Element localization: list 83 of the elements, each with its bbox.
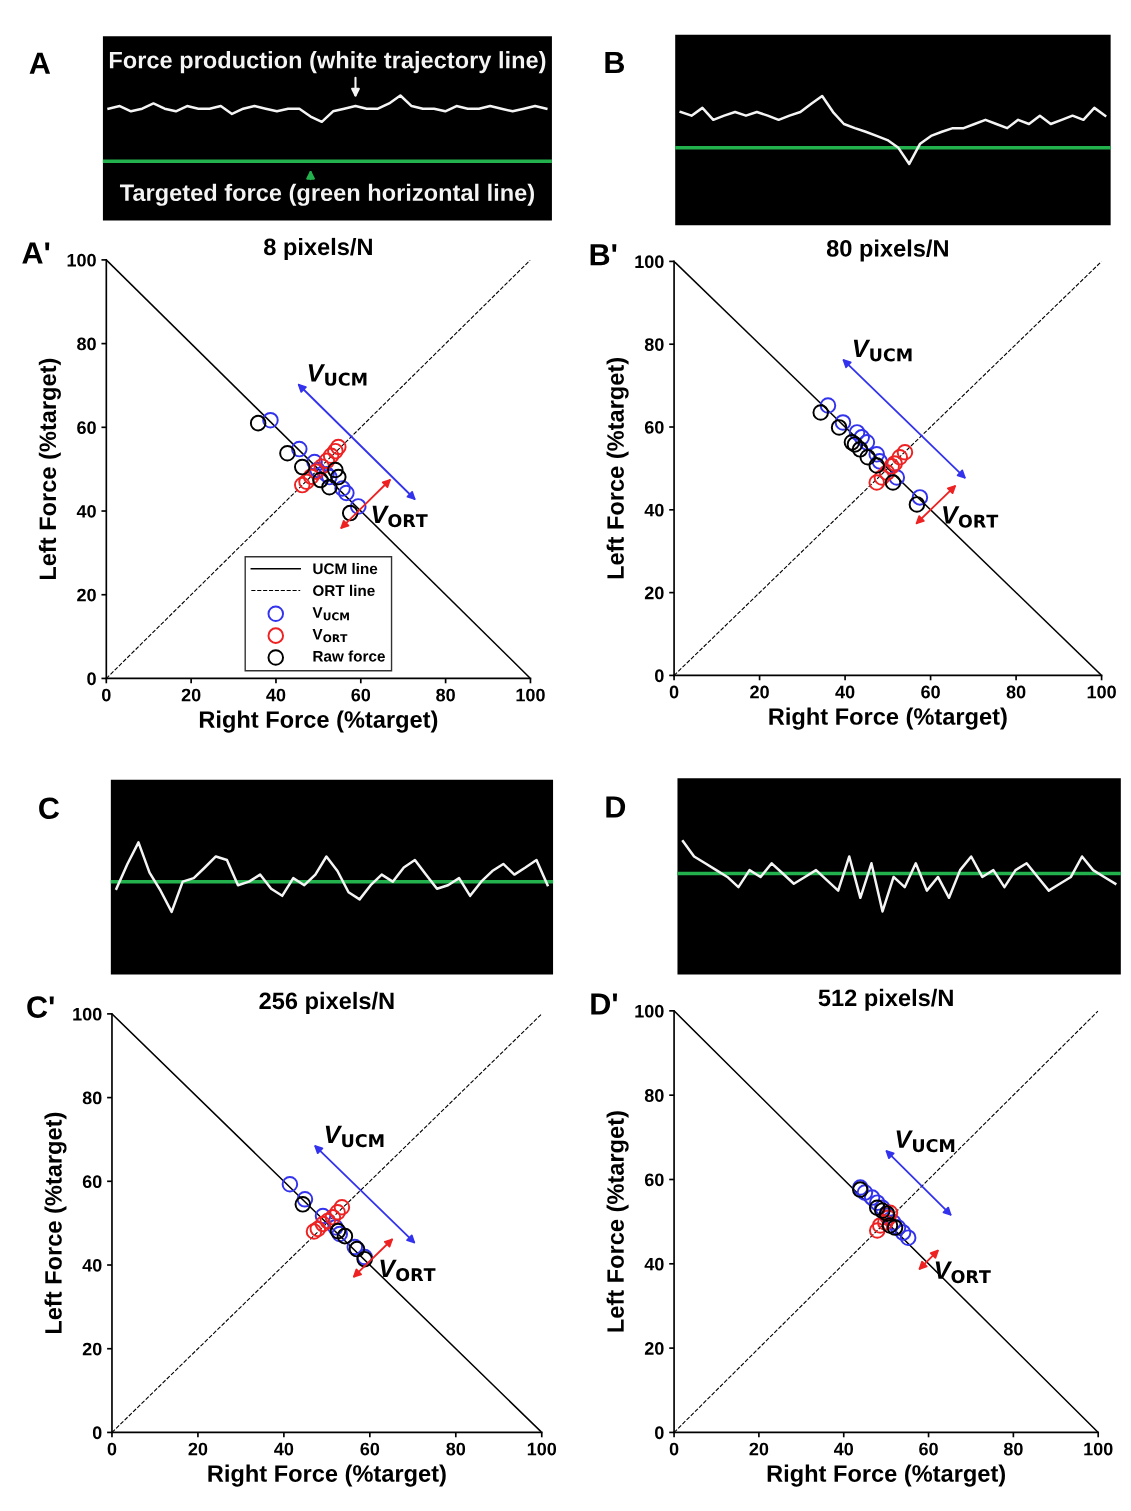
y-tick-label: 40 — [82, 1258, 102, 1272]
x-tick-label: 80 — [446, 1442, 466, 1456]
y-tick-label: 100 — [73, 1007, 102, 1021]
x-tick-label: 80 — [1006, 685, 1026, 699]
y-tick-label: 60 — [82, 1175, 102, 1189]
chart-title: 256 pixels/N — [259, 991, 394, 1014]
legend-label: ORT line — [313, 584, 375, 597]
text: Force production (white trajectory line) — [109, 51, 546, 74]
y-tick-label: 0 — [92, 1426, 102, 1440]
annotation: V$_{ORT}$ — [943, 506, 999, 528]
y-axis-title: Left Force (%target) — [606, 358, 629, 579]
y-tick-label: 0 — [87, 672, 96, 686]
y-tick-label: 80 — [644, 1089, 664, 1102]
x-tick-label: 100 — [1084, 1442, 1113, 1456]
chart-title: C — [39, 797, 60, 820]
chart-title: 8 pixels/N — [264, 237, 372, 260]
x-tick-label: 80 — [436, 688, 455, 702]
x-tick-label: 20 — [750, 685, 769, 699]
legend-label: Raw force — [313, 650, 385, 662]
x-tick-label: 60 — [919, 1442, 938, 1456]
x-tick-label: 20 — [188, 1442, 208, 1456]
annotation: V$_{UCM}$ — [853, 339, 912, 362]
text: B' — [590, 244, 617, 266]
y-tick-label: 60 — [77, 421, 96, 435]
x-tick-label: 20 — [749, 1442, 769, 1456]
annotation: V$_{UCM}$ — [308, 364, 367, 386]
y-tick-label: 100 — [635, 1004, 664, 1018]
y-tick-label: 40 — [644, 503, 664, 517]
x-tick-label: 100 — [516, 688, 545, 702]
x-tick-label: 0 — [107, 1442, 117, 1456]
y-tick-label: 20 — [644, 1342, 664, 1355]
x-tick-label: 100 — [527, 1442, 557, 1456]
chart-title: A — [29, 52, 51, 74]
y-tick-label: 0 — [655, 1426, 664, 1440]
legend-label: UCM line — [313, 562, 378, 575]
x-axis-title: Right Force (%target) — [767, 1464, 1005, 1487]
chart-title: 80 pixels/N — [826, 239, 948, 262]
y-tick-label: 40 — [76, 504, 96, 518]
y-tick-label: 100 — [67, 253, 96, 267]
x-tick-label: 40 — [274, 1442, 294, 1456]
legend-label: V$_{UCM}$ — [312, 607, 349, 621]
x-tick-label: 40 — [833, 1442, 854, 1456]
x-axis-title: Right Force (%target) — [208, 1464, 446, 1487]
y-axis-title: Left Force (%target) — [38, 358, 61, 580]
x-tick-label: 40 — [835, 685, 855, 699]
legend-label: V$_{ORT}$ — [312, 629, 348, 643]
x-tick-label: 60 — [360, 1442, 380, 1456]
annotation: V$_{ORT}$ — [935, 1261, 991, 1284]
y-tick-label: 20 — [77, 588, 96, 602]
annotation: V$_{ORT}$ — [372, 505, 428, 528]
chart-title: D — [606, 796, 626, 818]
annotation: V$_{ORT}$ — [380, 1259, 436, 1282]
y-axis-title: Left Force (%target) — [606, 1111, 629, 1332]
x-tick-label: 60 — [351, 688, 371, 702]
y-tick-label: 40 — [644, 1257, 664, 1271]
x-tick-label: 0 — [102, 688, 111, 702]
chart-title: B — [605, 52, 625, 74]
text: D' — [591, 993, 617, 1015]
text: C' — [27, 996, 54, 1018]
x-tick-label: 100 — [1087, 685, 1116, 699]
x-tick-label: 0 — [669, 1442, 679, 1456]
annotation: V$_{UCM}$ — [896, 1130, 955, 1153]
x-tick-label: 40 — [266, 688, 286, 702]
y-tick-label: 100 — [635, 255, 664, 269]
y-tick-label: 0 — [655, 669, 664, 683]
y-tick-label: 60 — [644, 1173, 664, 1187]
y-tick-label: 60 — [644, 420, 664, 434]
annotation: V$_{UCM}$ — [325, 1125, 384, 1148]
chart-title: 512 pixels/N — [818, 988, 953, 1011]
x-tick-label: 80 — [1003, 1442, 1023, 1456]
x-axis-title: Right Force (%target) — [769, 707, 1007, 730]
y-tick-label: 80 — [82, 1091, 102, 1105]
text: A' — [22, 242, 50, 264]
y-tick-label: 80 — [644, 338, 664, 351]
y-tick-label: 20 — [644, 586, 664, 600]
y-tick-label: 20 — [82, 1342, 102, 1356]
x-tick-label: 20 — [181, 688, 201, 702]
y-tick-label: 80 — [77, 337, 96, 351]
text: Targeted force (green horizontal line) — [119, 183, 534, 206]
x-tick-label: 60 — [921, 685, 940, 699]
y-axis-title: Left Force (%target) — [44, 1112, 67, 1334]
x-axis-title: Right Force (%target) — [199, 710, 438, 733]
x-tick-label: 0 — [669, 685, 679, 699]
